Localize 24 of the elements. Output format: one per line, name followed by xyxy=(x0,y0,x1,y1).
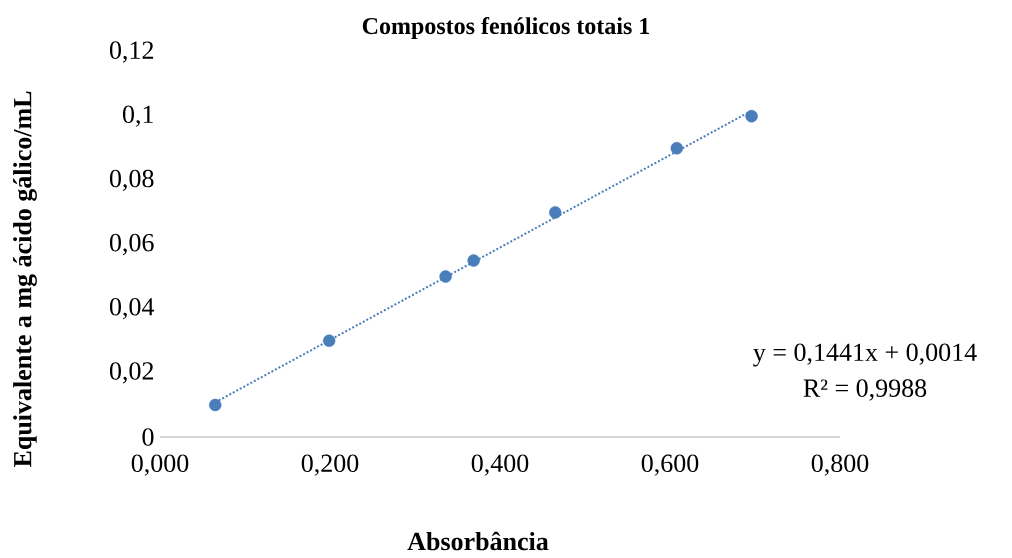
x-axis-title: Absorbância xyxy=(407,531,549,551)
y-axis-title: Equivalente a mg ácido gálico/mL xyxy=(13,91,37,468)
y-tick-label: 0 xyxy=(142,428,154,446)
point xyxy=(549,206,562,219)
point xyxy=(745,109,758,123)
x-tick-label: 0,600 xyxy=(641,454,699,476)
point xyxy=(439,270,452,283)
x-tick-label: 0,200 xyxy=(301,454,359,476)
y-tick-label: 0,02 xyxy=(109,362,154,384)
x-tick-label: 0,000 xyxy=(131,454,189,476)
y-tick-label: 0,04 xyxy=(109,298,155,320)
annotation: R² = 0,9988 xyxy=(803,379,927,401)
point xyxy=(467,254,480,267)
y-tick-label: 0,06 xyxy=(109,233,154,256)
chart-title: Compostos fenólicos totais 1 xyxy=(362,17,650,40)
x-tick-label: 0,400 xyxy=(471,454,529,476)
point xyxy=(209,398,222,412)
y-tick-label: 0,12 xyxy=(109,41,154,63)
point xyxy=(670,142,683,155)
x-tick-label: 0,800 xyxy=(811,454,869,476)
annotation: y = 0,1441x + 0,0014 xyxy=(753,343,977,367)
point xyxy=(322,334,336,347)
y-tick-label: 0,08 xyxy=(109,169,154,191)
y-tick-label: 0,1 xyxy=(122,105,153,127)
